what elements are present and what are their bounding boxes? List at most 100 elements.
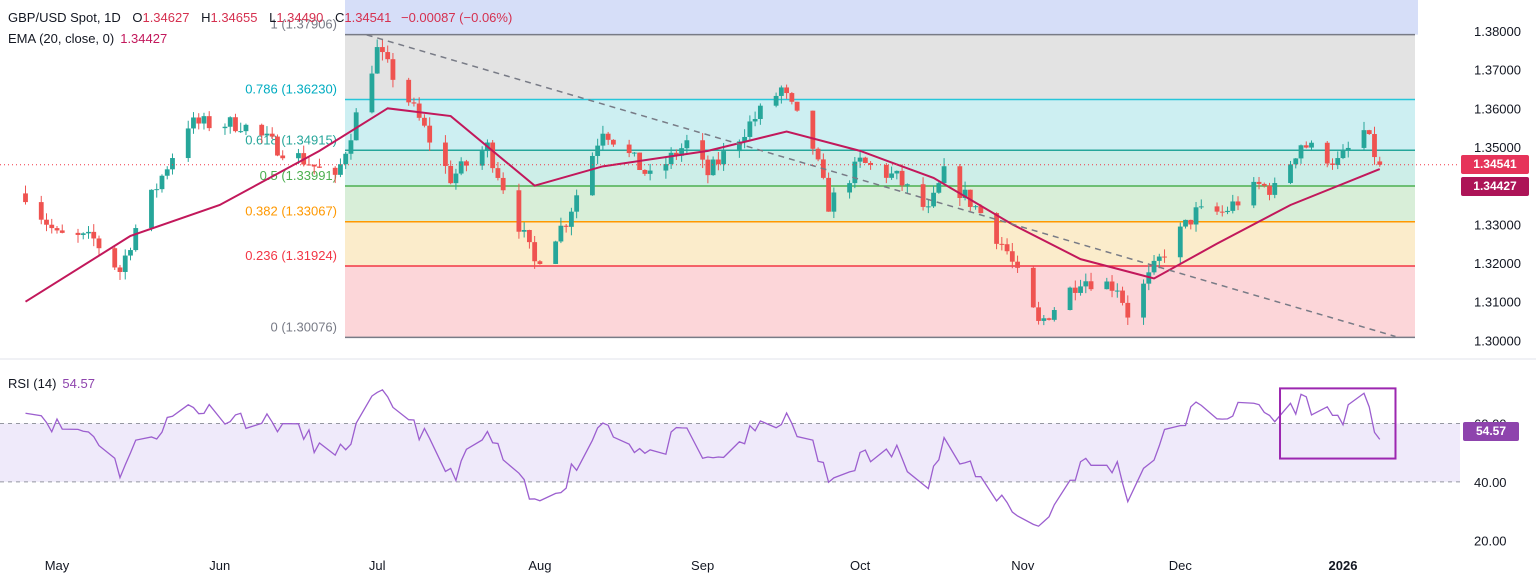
- candle: [416, 103, 422, 118]
- candle: [904, 184, 910, 186]
- candle: [920, 184, 926, 207]
- candle: [516, 190, 522, 232]
- candle: [1324, 142, 1330, 164]
- fib-zone-0.236: [345, 265, 1415, 338]
- candle: [668, 152, 674, 165]
- candle: [1272, 183, 1278, 195]
- candle: [626, 144, 632, 154]
- ema-line-layer: [24, 107, 1381, 303]
- candle: [1078, 286, 1083, 293]
- candle: [778, 87, 784, 96]
- close-label: C: [334, 10, 345, 25]
- candle: [868, 162, 873, 165]
- candle: [1046, 318, 1052, 320]
- time-tick-label: May: [45, 558, 70, 573]
- change-value: −0.00087 (−0.06%): [400, 10, 513, 25]
- candle: [610, 139, 616, 145]
- candle: [374, 47, 380, 74]
- candle: [715, 159, 721, 165]
- rsi-tick-label: 40.00: [1474, 475, 1507, 490]
- rsi-legend: RSI (14) 54.57: [8, 376, 95, 391]
- candle: [605, 133, 611, 140]
- price-tick-label: 1.31000: [1474, 295, 1521, 310]
- candle: [117, 267, 123, 272]
- rsi-value: 54.57: [62, 376, 95, 391]
- rsi-tick-label: 20.00: [1474, 533, 1507, 548]
- candle: [1009, 251, 1015, 262]
- candle: [736, 141, 742, 152]
- low-label: L: [269, 10, 277, 25]
- ema-value: 1.34427: [120, 31, 168, 46]
- candle: [86, 231, 91, 234]
- candle: [1120, 290, 1125, 303]
- low-value: 1.34490: [276, 10, 324, 25]
- candle: [1309, 142, 1314, 148]
- candle: [1335, 158, 1341, 165]
- candle: [1340, 149, 1346, 159]
- time-tick-label: Jul: [369, 558, 386, 573]
- high-label: H: [201, 10, 211, 25]
- candle: [532, 242, 538, 262]
- candle: [1256, 181, 1262, 184]
- candle: [631, 152, 637, 154]
- candle: [406, 79, 412, 103]
- candle: [411, 102, 417, 104]
- candle: [742, 136, 748, 142]
- candle: [595, 145, 601, 156]
- candle: [385, 52, 391, 60]
- open-label: O: [132, 10, 143, 25]
- candle: [994, 213, 999, 244]
- candle: [170, 158, 175, 170]
- symbol-label: GBP/USD Spot, 1D: [8, 10, 121, 25]
- candle: [159, 175, 165, 190]
- time-tick-label: Aug: [528, 558, 551, 573]
- candle: [967, 189, 973, 207]
- candle: [1109, 281, 1115, 291]
- candle: [527, 229, 532, 243]
- candle: [1361, 130, 1367, 148]
- price-tick-label: 1.36000: [1474, 101, 1521, 116]
- candle: [925, 206, 931, 208]
- candle: [673, 152, 679, 156]
- candle: [1366, 130, 1372, 135]
- candle: [574, 195, 580, 212]
- candle: [558, 225, 564, 242]
- candle: [521, 229, 527, 232]
- candle: [684, 140, 690, 149]
- time-tick-label: Jun: [209, 558, 230, 573]
- candle: [553, 241, 559, 264]
- candle: [705, 159, 711, 176]
- candle: [238, 131, 244, 133]
- candle: [941, 166, 947, 184]
- candle: [1345, 147, 1351, 150]
- candle: [296, 153, 301, 159]
- candle: [862, 157, 868, 163]
- candle: [1214, 206, 1220, 212]
- candle: [857, 157, 863, 162]
- candle: [1293, 158, 1299, 165]
- candle: [1188, 219, 1194, 225]
- open-value: 1.34627: [142, 10, 190, 25]
- high-value: 1.34655: [210, 10, 258, 25]
- candle: [311, 164, 317, 167]
- candle: [243, 124, 249, 132]
- candle: [710, 159, 716, 176]
- candle: [883, 164, 889, 178]
- candle: [38, 202, 44, 220]
- candle: [196, 117, 202, 124]
- candle: [1141, 283, 1146, 318]
- candle: [422, 117, 427, 126]
- price-tick-label: 1.33000: [1474, 217, 1521, 232]
- candle: [495, 168, 501, 178]
- candle: [164, 169, 170, 176]
- candle: [317, 166, 322, 168]
- candle: [1083, 281, 1089, 287]
- ema-line: [24, 107, 1381, 303]
- candle: [852, 161, 858, 184]
- fib-label-0.786: 0.786 (1.36230): [245, 81, 337, 96]
- candle: [973, 206, 978, 208]
- rsi-label: RSI (14): [8, 376, 57, 391]
- candle: [647, 170, 653, 174]
- candle: [1125, 302, 1131, 318]
